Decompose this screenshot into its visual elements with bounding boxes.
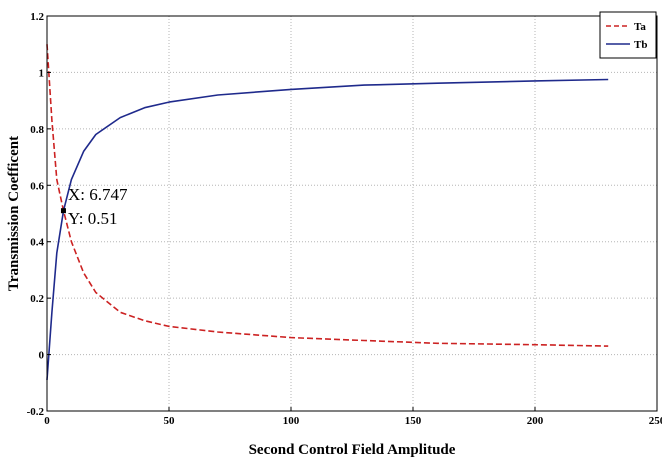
legend[interactable]: Ta Tb (599, 11, 657, 59)
datatip-marker (60, 208, 66, 214)
y-tick-label: 1 (39, 67, 45, 79)
y-axis-label: Transmission Coefficent (6, 136, 22, 291)
legend-label-tb: Tb (634, 39, 647, 51)
plot-frame (46, 15, 658, 412)
y-tick-label: 0.6 (30, 180, 44, 192)
x-tick-label: 150 (405, 415, 422, 427)
y-tick-label: 1.2 (30, 11, 44, 23)
x-tick-label: 0 (44, 415, 50, 427)
x-axis-label: Second Control Field Amplitude (249, 442, 456, 458)
y-tick-label: 0.4 (30, 237, 44, 249)
series-ta-line (46, 44, 609, 347)
y-tick-label: 0.8 (30, 124, 44, 136)
y-tick-label: 0.2 (30, 293, 44, 305)
plot-area (47, 16, 657, 411)
y-tick-label: -0.2 (27, 406, 45, 418)
series-tb-line (46, 78, 609, 381)
x-tick-label: 50 (164, 415, 176, 427)
x-tick-label: 100 (283, 415, 300, 427)
x-tick-label: 200 (527, 415, 544, 427)
series-layer (46, 44, 609, 381)
datatip: X: 6.747 Y: 0.51 (60, 185, 128, 228)
datatip-y-text: Y: 0.51 (68, 209, 117, 228)
x-tick-label: 250 (649, 415, 662, 427)
y-tick-label: 0 (39, 350, 45, 362)
legend-label-ta: Ta (634, 21, 646, 33)
legend-box (599, 11, 657, 59)
ticks: 050100150200250-0.200.20.40.60.811.2 (27, 11, 662, 427)
datatip-x-text: X: 6.747 (68, 185, 128, 204)
